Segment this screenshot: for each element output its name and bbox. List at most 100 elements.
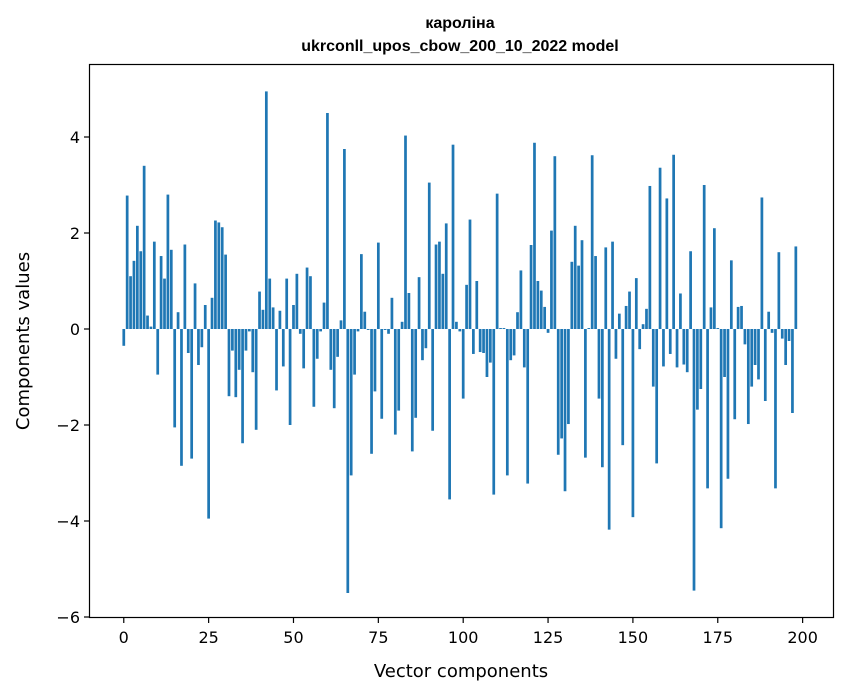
bar bbox=[241, 329, 244, 444]
y-tick-label: 2 bbox=[70, 224, 80, 243]
bar bbox=[563, 329, 567, 492]
bar bbox=[180, 329, 183, 466]
bar bbox=[234, 329, 238, 398]
bar bbox=[244, 329, 248, 351]
bar bbox=[139, 251, 143, 329]
bar bbox=[726, 329, 730, 479]
bar bbox=[166, 194, 170, 329]
x-axis: 0 25 50 75 100 125 150 175 200 bbox=[119, 617, 818, 647]
bar bbox=[376, 242, 380, 329]
bar bbox=[512, 329, 516, 356]
x-axis-label: Vector components bbox=[374, 661, 548, 682]
bar bbox=[699, 329, 703, 389]
bar bbox=[780, 329, 784, 339]
x-tick-label: 100 bbox=[448, 628, 479, 647]
chart-title-line-2: ukrconll_upos_cbow_200_10_2022 model bbox=[301, 38, 618, 55]
bar bbox=[607, 329, 611, 530]
bar bbox=[146, 315, 149, 329]
bar bbox=[763, 329, 767, 401]
bar bbox=[353, 329, 356, 375]
bar bbox=[601, 329, 604, 468]
bar bbox=[444, 223, 448, 329]
bar bbox=[706, 329, 709, 489]
bar bbox=[414, 329, 418, 418]
bar bbox=[499, 328, 502, 329]
bar bbox=[319, 329, 322, 332]
bar bbox=[393, 329, 397, 435]
bar bbox=[404, 135, 407, 329]
bar bbox=[220, 227, 224, 329]
bar bbox=[356, 329, 360, 332]
bar bbox=[163, 278, 166, 329]
bar bbox=[594, 256, 597, 329]
bar bbox=[132, 260, 136, 329]
bar bbox=[326, 113, 329, 329]
bar bbox=[590, 155, 594, 329]
bar bbox=[621, 329, 625, 446]
bar bbox=[285, 278, 289, 329]
bar bbox=[628, 291, 631, 329]
bar bbox=[390, 297, 394, 329]
bar bbox=[784, 329, 788, 365]
bar bbox=[672, 154, 675, 329]
bar bbox=[292, 305, 295, 329]
bar bbox=[125, 195, 129, 329]
x-tick-label: 75 bbox=[368, 628, 388, 647]
bar bbox=[400, 321, 404, 329]
bar bbox=[546, 329, 550, 333]
bar bbox=[573, 225, 577, 329]
bar bbox=[550, 230, 553, 329]
bar bbox=[451, 144, 455, 329]
bar bbox=[258, 291, 261, 329]
bar bbox=[254, 329, 258, 430]
bar bbox=[152, 241, 156, 329]
bar bbox=[516, 312, 519, 329]
bar bbox=[431, 329, 435, 431]
bar bbox=[740, 305, 743, 329]
x-tick-label: 0 bbox=[119, 628, 129, 647]
bar bbox=[142, 165, 146, 329]
bar bbox=[421, 329, 424, 361]
bar bbox=[248, 329, 251, 332]
bar bbox=[502, 328, 506, 329]
bar bbox=[556, 329, 560, 455]
bar bbox=[648, 185, 652, 329]
y-axis: −6 −4 −2 0 2 4 bbox=[56, 128, 90, 627]
bar bbox=[207, 329, 210, 519]
bar bbox=[237, 329, 241, 370]
bar bbox=[129, 276, 132, 329]
bar bbox=[567, 329, 570, 425]
bar bbox=[634, 278, 638, 329]
bar bbox=[655, 329, 659, 464]
bar bbox=[363, 311, 367, 329]
bar bbox=[349, 329, 353, 476]
bar bbox=[360, 254, 363, 329]
bar bbox=[339, 320, 343, 329]
bar bbox=[577, 265, 580, 329]
bar bbox=[261, 309, 265, 329]
bar bbox=[526, 329, 530, 484]
bar bbox=[203, 305, 207, 329]
bar bbox=[465, 284, 468, 329]
bar bbox=[580, 240, 584, 329]
bar bbox=[251, 329, 255, 373]
bar bbox=[597, 329, 601, 399]
y-axis-label: Components values bbox=[13, 252, 34, 430]
bar bbox=[492, 329, 496, 495]
bar bbox=[312, 329, 316, 407]
bar bbox=[709, 307, 713, 329]
y-tick-label: −4 bbox=[56, 512, 80, 531]
bar bbox=[336, 329, 339, 357]
bar bbox=[197, 329, 200, 365]
bar bbox=[791, 329, 794, 413]
y-tick-label: 0 bbox=[70, 320, 80, 339]
bars-group bbox=[122, 91, 798, 593]
bar bbox=[397, 329, 401, 411]
bar bbox=[760, 197, 764, 329]
bar bbox=[468, 219, 472, 329]
bar bbox=[665, 198, 669, 329]
bar bbox=[770, 329, 774, 333]
bar bbox=[651, 329, 655, 387]
bar bbox=[692, 329, 696, 591]
bar bbox=[461, 329, 465, 399]
